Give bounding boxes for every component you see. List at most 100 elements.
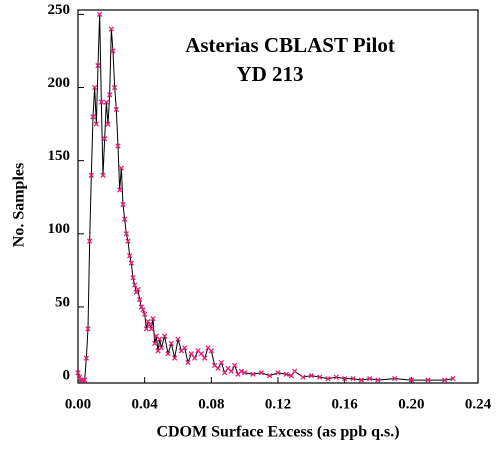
data-marker <box>105 121 111 127</box>
data-marker <box>158 345 164 351</box>
data-marker <box>358 377 364 383</box>
data-marker <box>292 368 298 374</box>
chart-subtitle: YD 213 <box>236 62 303 86</box>
y-tick-label: 250 <box>48 2 71 18</box>
chart-title: Asterias CBLAST Pilot <box>185 33 395 57</box>
y-tick-label: 0 <box>63 368 71 384</box>
data-marker <box>425 377 431 383</box>
data-marker <box>168 340 174 347</box>
data-marker <box>450 375 456 382</box>
data-marker <box>242 370 248 376</box>
data-marker <box>112 84 118 91</box>
data-marker <box>123 231 129 237</box>
data-marker <box>208 348 214 354</box>
data-marker <box>148 326 154 332</box>
data-marker <box>133 289 139 295</box>
data-marker <box>275 370 281 376</box>
y-tick-label: 100 <box>48 221 71 237</box>
data-marker <box>122 216 128 222</box>
data-marker <box>110 48 116 54</box>
data-marker <box>132 282 138 288</box>
data-marker <box>185 359 191 366</box>
data-marker <box>127 253 133 259</box>
data-marker <box>333 374 339 380</box>
data-marker <box>143 326 149 332</box>
data-marker <box>188 351 194 357</box>
data-marker <box>202 355 208 361</box>
data-marker <box>157 336 163 342</box>
data-marker <box>75 370 81 376</box>
data-marker <box>300 374 306 380</box>
data-marker <box>218 359 224 366</box>
data-marker <box>258 370 264 376</box>
data-marker <box>108 26 114 32</box>
data-marker <box>392 375 398 382</box>
x-tick-label: 0.04 <box>132 396 159 412</box>
data-marker <box>102 136 108 142</box>
data-marker <box>182 345 188 351</box>
x-tick-label: 0.24 <box>465 396 492 412</box>
data-marker <box>117 187 123 193</box>
data-marker <box>215 365 221 372</box>
data-marker <box>152 340 158 347</box>
data-marker <box>308 373 314 379</box>
x-tick-label: 0.00 <box>65 396 91 412</box>
data-marker <box>88 172 94 178</box>
x-axis-label: CDOM Surface Excess (as ppb q.s.) <box>156 424 399 441</box>
y-tick-label: 150 <box>48 148 71 164</box>
data-marker <box>97 11 103 18</box>
x-tick-label: 0.16 <box>332 396 359 412</box>
data-marker <box>125 238 131 244</box>
x-tick-label: 0.08 <box>198 396 224 412</box>
data-marker <box>283 371 289 377</box>
data-marker <box>192 355 198 361</box>
data-marker <box>408 377 414 383</box>
data-marker <box>367 375 373 382</box>
data-marker <box>82 377 88 383</box>
y-tick-label: 50 <box>55 294 70 310</box>
data-marker <box>350 375 356 382</box>
data-marker <box>162 333 168 339</box>
data-marker <box>98 99 104 105</box>
data-marker <box>115 143 121 149</box>
data-marker <box>317 374 323 380</box>
data-marker <box>135 286 141 293</box>
data-marker <box>442 377 448 383</box>
data-marker <box>90 114 96 120</box>
y-tick-label: 200 <box>48 75 71 91</box>
data-marker <box>222 370 228 376</box>
data-marker <box>172 355 178 361</box>
data-marker <box>118 165 124 171</box>
data-marker <box>250 371 256 377</box>
data-marker <box>150 315 156 322</box>
data-marker <box>232 362 238 369</box>
data-marker <box>145 318 151 325</box>
data-marker <box>228 368 234 374</box>
data-marker <box>83 355 89 361</box>
y-axis-label: No. Samples <box>11 163 28 247</box>
x-tick-label: 0.20 <box>398 396 424 412</box>
x-tick-label: 0.12 <box>265 396 291 412</box>
data-marker <box>93 121 99 127</box>
data-marker <box>130 275 136 281</box>
data-marker <box>165 351 171 357</box>
data-marker <box>87 238 93 244</box>
data-marker <box>238 368 244 374</box>
data-marker <box>113 106 119 113</box>
data-marker <box>80 377 86 383</box>
data-marker <box>267 373 273 379</box>
data-marker <box>103 99 109 105</box>
data-marker <box>85 326 91 332</box>
data-marker <box>375 377 381 383</box>
data-marker <box>325 375 331 382</box>
data-marker <box>95 62 101 69</box>
data-marker <box>198 351 204 357</box>
data-marker <box>120 201 126 208</box>
data-marker <box>175 336 181 342</box>
data-marker <box>142 311 148 317</box>
data-marker <box>138 304 144 310</box>
data-marker <box>140 307 146 313</box>
data-marker <box>92 84 98 91</box>
data-marker <box>107 92 113 98</box>
